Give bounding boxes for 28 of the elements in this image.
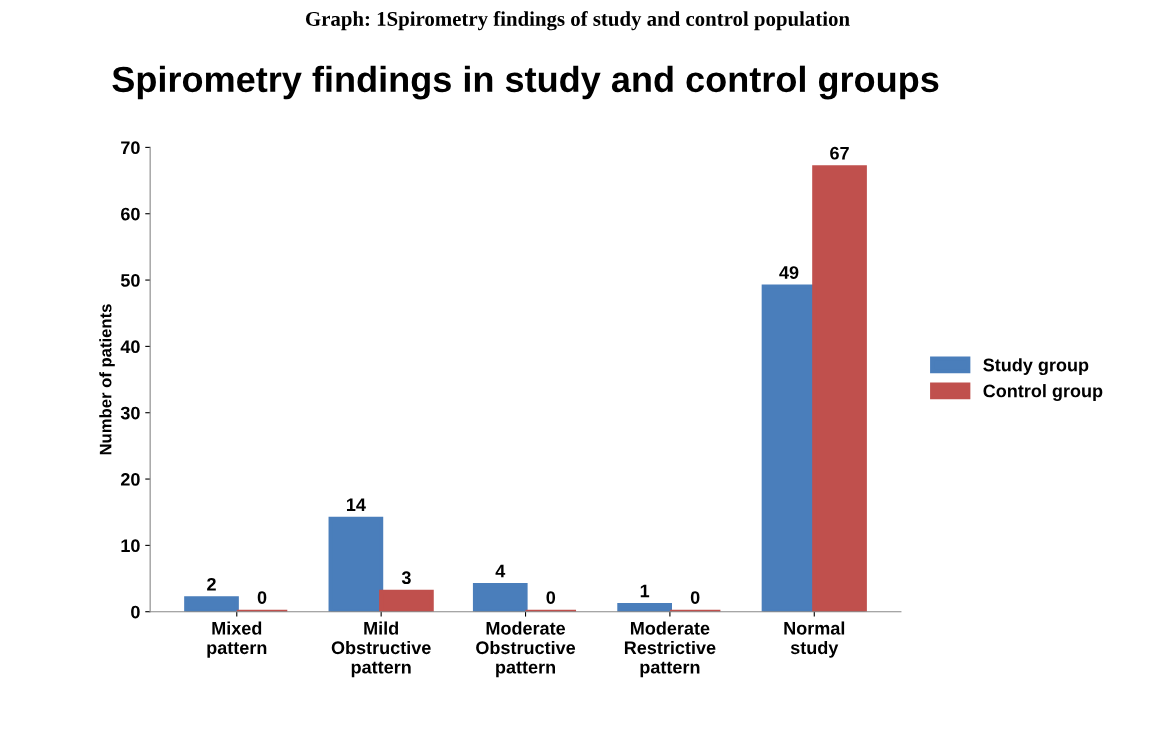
y-tick-label: 50 xyxy=(120,273,140,287)
y-tick-label: 40 xyxy=(120,340,140,354)
data-label: 0 xyxy=(546,591,556,604)
data-label: 0 xyxy=(257,591,267,604)
data-label: 2 xyxy=(207,577,216,591)
legend-label: Control group xyxy=(983,384,1103,401)
data-label: 67 xyxy=(830,146,849,160)
data-label: 0 xyxy=(690,591,700,604)
x-tick-label: Moderate Obstructive pattern xyxy=(476,621,576,678)
x-tick-label: Moderate Restrictive pattern xyxy=(624,621,716,678)
y-tick-label: 10 xyxy=(121,539,140,553)
y-tick-label: 60 xyxy=(121,207,140,221)
data-label: 49 xyxy=(779,266,799,279)
chart-title: Spirometry findings in study and control groups xyxy=(112,65,939,100)
legend-label: Study group xyxy=(983,358,1089,376)
text: Graph: 1Spirometry findings of study and control population xyxy=(305,11,850,31)
data-label: 3 xyxy=(401,571,411,585)
y-tick-label: 30 xyxy=(120,406,140,420)
y-tick-label: 0 xyxy=(131,605,140,619)
x-tick-label: Mild Obstructive pattern xyxy=(331,621,431,678)
x-tick-label: Mixed pattern xyxy=(207,621,267,658)
x-tick-label: Normal study xyxy=(784,621,845,658)
data-label: 1 xyxy=(640,584,650,598)
y-tick-label: 20 xyxy=(120,472,140,486)
y-axis-title: Number of patients xyxy=(99,304,115,455)
data-label: 4 xyxy=(495,564,506,578)
y-tick-label: 70 xyxy=(121,141,140,155)
data-label: 14 xyxy=(346,498,366,511)
